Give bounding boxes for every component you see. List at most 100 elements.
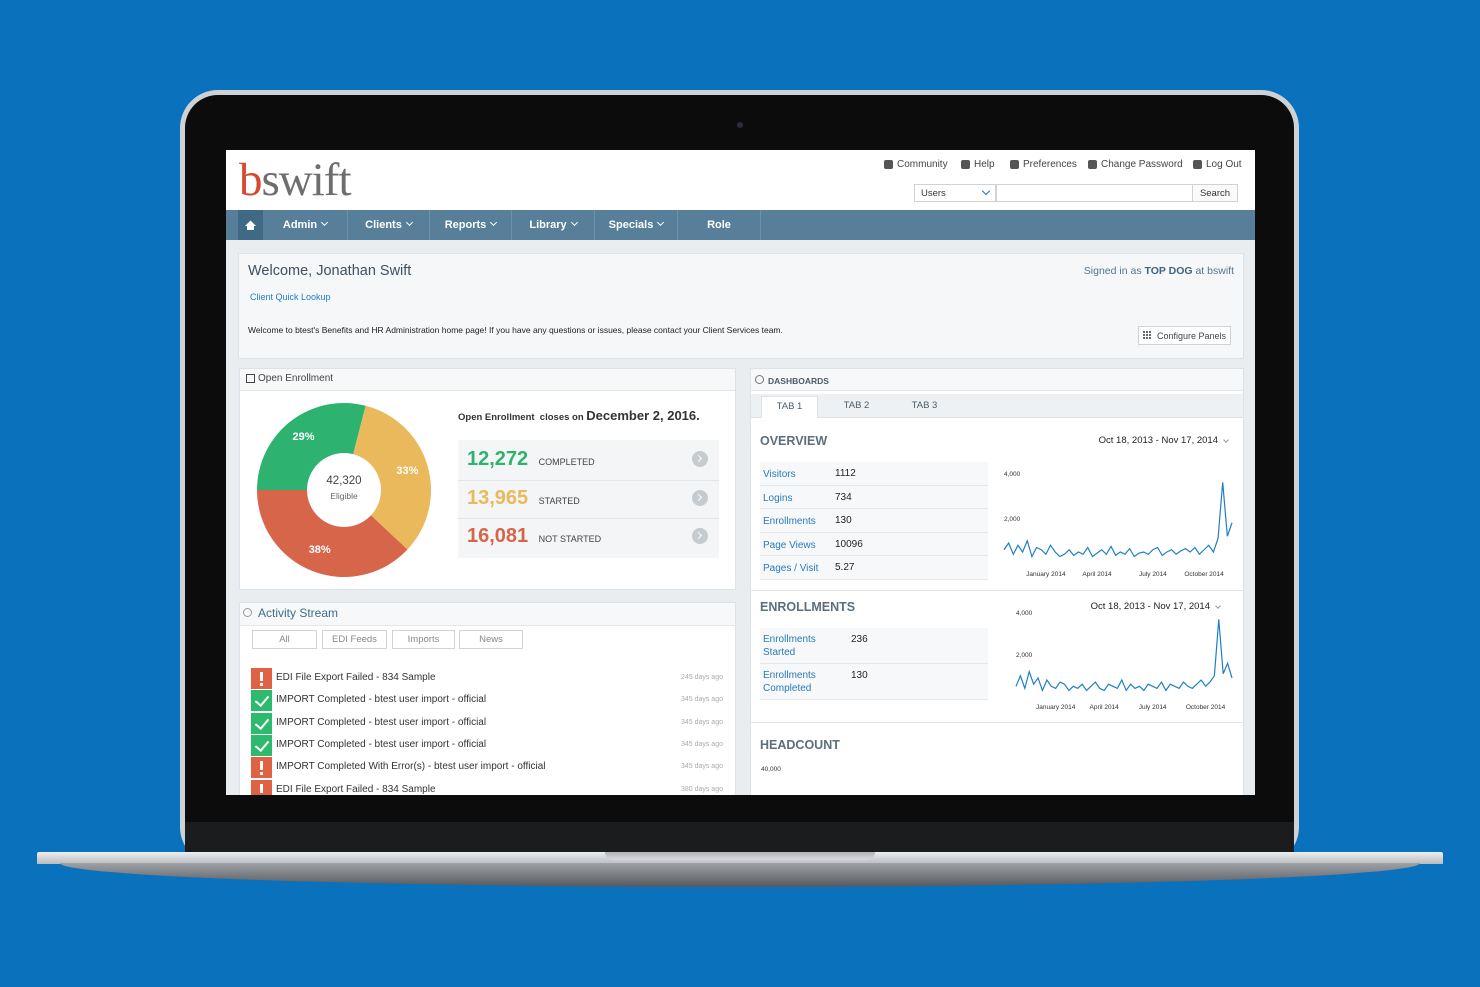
stat-row: 12,272 COMPLETED [467,446,595,472]
metric-label[interactable]: Enrollments Completed [763,670,816,694]
tab[interactable]: TAB 3 [911,400,938,411]
nav-item[interactable]: Admin [263,210,348,240]
signed-in-org: bswift [1207,265,1234,277]
header-link[interactable]: Change Password [1101,159,1183,170]
exclamation-dot [260,772,263,776]
configure-button[interactable]: Configure Panels [1138,326,1231,345]
grid-icon-dot [1149,334,1151,336]
donut-total: 42,320 [326,475,362,487]
line-series [1003,482,1233,559]
header-link[interactable]: Preferences [1023,159,1077,170]
activity-text[interactable]: EDI File Export Failed - 834 Sample [276,672,436,683]
signed-in-prefix: Signed in as [1083,265,1142,277]
metric-label[interactable]: Page Views [763,539,816,551]
metric-label[interactable]: Logins [763,492,793,504]
filter-button[interactable]: News [459,630,523,649]
stat-arrow[interactable] [692,489,708,506]
header-link[interactable]: Log Out [1206,159,1242,170]
stat-label: STARTED [538,495,580,506]
date-range[interactable]: Oct 18, 2013 - Nov 17, 2014 [1098,435,1218,446]
nav-item[interactable]: Reports [430,210,512,240]
grid-icon-dot [1149,337,1151,339]
header-link[interactable]: Community [897,159,948,170]
metric-row [760,509,988,533]
nav-item[interactable]: Role [678,210,761,240]
panel-title: Open Enrollment [258,373,334,384]
metric-value: 1112 [835,468,856,479]
activity-time: 345 days ago [680,718,723,726]
metric-value: 734 [835,491,852,503]
search-button[interactable]: Search [1192,184,1238,202]
nav-label: Reports [444,219,487,231]
metric-value: 130 [835,515,852,526]
nav-label: Specials [608,219,654,231]
activity-text[interactable]: IMPORT Completed - btest user import - o… [276,716,487,728]
nav-item[interactable]: Clients [348,210,430,240]
header-link-icon [1193,160,1202,169]
metric-row [760,628,988,664]
donut-label: 38% [308,544,331,557]
x-tick-label: October 2014 [1184,571,1224,578]
x-tick-label: July 2014 [1138,704,1167,711]
donut-label: 29% [292,430,315,443]
metric-label[interactable]: Visitors [763,469,796,480]
header-link[interactable]: Help [974,159,995,170]
metric-row [760,462,988,486]
panel-header [240,369,735,391]
metric-row [760,532,988,556]
nav-label: Role [707,219,731,231]
section-divider [751,590,1243,591]
section-title: OVERVIEW [760,434,828,448]
activity-text[interactable]: IMPORT Completed - btest user import - o… [276,738,487,750]
metric-value: 5.27 [835,562,855,573]
activity-text[interactable]: EDI File Export Failed - 834 Sample [276,783,436,795]
metric-value: 10096 [835,538,863,550]
closes-text: Open Enrollment closes on [458,412,584,423]
y-tick-label: 2,000 [1004,516,1021,523]
metric-label[interactable]: Pages / Visit [763,563,819,574]
tab[interactable]: TAB 1 [761,396,818,418]
metric-value: 236 [851,634,868,645]
screen: bswift Community Help Preferences Change Pa… [226,150,1255,795]
panel-icon [243,608,252,617]
stat-value: 16,081 [467,525,529,547]
activity-text[interactable]: IMPORT Completed With Error(s) - btest u… [276,761,546,773]
x-tick-label: January 2014 [1026,571,1066,578]
search-scope[interactable]: Users [914,184,996,202]
exclamation-bar [260,672,263,681]
stat-arrow[interactable] [692,451,708,467]
section-divider [751,722,1243,723]
filter-button[interactable]: All [252,630,317,649]
header-link-icon [961,160,970,169]
stat-arrow[interactable] [692,528,708,544]
metric-label[interactable]: Enrollments [763,516,816,527]
activity-time: 245 days ago [680,674,723,681]
panel-header [240,603,735,626]
tab[interactable]: TAB 2 [843,400,870,411]
status-icon [251,712,272,734]
quick-lookup-link[interactable]: Client Quick Lookup [250,292,331,302]
section-title: ENROLLMENTS [760,600,856,614]
home-icon [245,220,256,230]
stat-row: 16,081 NOT STARTED [467,523,601,549]
stats-box [458,440,719,558]
date-range[interactable]: Oct 18, 2013 - Nov 17, 2014 [1090,601,1210,612]
grid-icon-dot [1149,331,1151,333]
x-tick-label: July 2014 [1138,571,1167,578]
closes-line: Open Enrollment closes on December 2, 20… [458,408,700,423]
filter-button[interactable]: EDI Feeds [322,630,387,649]
nav-item[interactable]: Library [512,210,595,240]
header-link-icon [1088,160,1097,169]
logo[interactable]: bswift [239,154,351,206]
metric-label[interactable]: Enrollments Started [763,634,816,658]
activity-text[interactable]: IMPORT Completed - btest user import - o… [276,694,487,706]
panel-icon [755,375,764,384]
laptop-chin [185,822,1294,854]
grid-icon-dot [1146,334,1148,336]
search-input[interactable] [996,184,1193,202]
welcome-message: Welcome to btest's Benefits and HR Admin… [248,325,783,335]
stats-divider [458,518,719,519]
nav-item[interactable]: Specials [595,210,678,240]
filter-button[interactable]: Imports [392,630,455,649]
exclamation-dot [260,683,263,686]
